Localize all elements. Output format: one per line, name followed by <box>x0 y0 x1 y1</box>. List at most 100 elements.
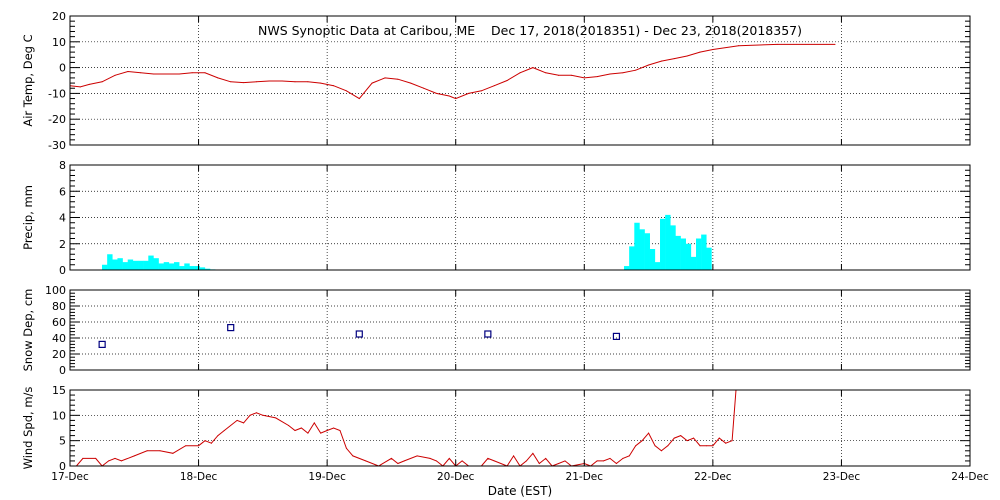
snow-depth-ytick-label: 60 <box>52 316 66 329</box>
wind-speed-point <box>236 419 238 421</box>
air-temp-point <box>660 60 662 62</box>
wind-speed-point <box>429 457 431 459</box>
wind-speed-point <box>397 462 399 464</box>
wind-speed-point <box>673 437 675 439</box>
air-temp-point <box>255 81 257 83</box>
precip-bar <box>624 266 630 270</box>
wind-speed-point <box>699 445 701 447</box>
air-temp-point <box>191 72 193 74</box>
precip-bar <box>158 263 164 270</box>
wind-speed-point <box>538 462 540 464</box>
wind-speed-point <box>532 452 534 454</box>
wind-speed-point <box>159 450 161 452</box>
air-temp-point <box>178 73 180 75</box>
x-tick-label: 17-Dec <box>51 471 89 483</box>
air-temp-point <box>776 43 778 45</box>
x-tick-label: 20-Dec <box>437 471 475 483</box>
air-temp-frame <box>69 15 971 146</box>
precip-bar <box>701 234 707 270</box>
air-temp-point <box>635 69 637 71</box>
wind-speed-point <box>603 460 605 462</box>
air-temp-point <box>545 72 547 74</box>
wind-speed-point <box>262 414 264 416</box>
precip-data <box>102 214 712 270</box>
snow-depth-panel: 0 20 40 60 80 100 Snow Dep, cm <box>21 284 971 377</box>
snow-depth-marker <box>612 332 621 340</box>
precip-bar <box>629 246 635 270</box>
snow-depth-marker <box>227 324 235 332</box>
wind-speed-ytick-label: 0 <box>59 460 66 473</box>
snow-depth-ytick-label: 40 <box>52 332 66 345</box>
air-temp-point <box>558 74 560 76</box>
wind-speed-panel: 0 5 10 15 Wind Spd, m/s <box>21 384 971 473</box>
air-temp-point <box>397 78 399 80</box>
air-temp-ytick-label: 20 <box>52 10 66 23</box>
precip-bar <box>112 259 118 270</box>
wind-speed-point <box>320 432 322 434</box>
wind-speed-point <box>693 437 695 439</box>
snow-depth-ytick-label: 20 <box>52 348 66 361</box>
wind-speed-point <box>365 460 367 462</box>
x-axis: 17-Dec 18-Dec 19-Dec 20-Dec 21-Dec 22-Dec 23-D… <box>51 471 989 483</box>
air-temp-point <box>230 81 232 83</box>
air-temp-point <box>333 85 335 87</box>
wind-speed-point <box>198 445 200 447</box>
air-temp-point <box>281 80 283 82</box>
air-temp-point <box>480 90 482 92</box>
air-temp-point <box>712 49 714 51</box>
wind-speed-point <box>705 445 707 447</box>
wind-speed-point <box>275 417 277 419</box>
precip-bar <box>204 268 211 270</box>
wind-speed-y-axis-title: Wind Spd, m/s <box>21 387 35 470</box>
precip-bar <box>634 222 640 270</box>
precip-bar <box>670 225 676 270</box>
x-tick-label: 19-Dec <box>308 471 346 483</box>
air-temp-point <box>583 77 585 79</box>
air-temp-point <box>834 43 836 45</box>
precip-bar <box>122 262 128 270</box>
precip-bar <box>675 235 681 270</box>
x-tick-label: 23-Dec <box>823 471 861 483</box>
wind-speed-point <box>493 460 495 462</box>
precip-ytick-label: 4 <box>59 212 66 225</box>
wind-speed-point <box>307 432 309 434</box>
wind-speed-point <box>667 445 669 447</box>
precip-bar <box>168 263 175 270</box>
wind-speed-point <box>525 460 527 462</box>
panels: -30 -20 -10 0 10 20 Air Temp, Deg C 0 2 4 6 8 Precip… <box>21 10 971 473</box>
wind-speed-point <box>596 460 598 462</box>
precip-bar <box>163 262 170 270</box>
precip-bar <box>199 267 206 270</box>
wind-speed-point <box>513 455 515 457</box>
air-temp-point <box>79 86 81 88</box>
snow-depth-ytick-label: 100 <box>45 284 66 297</box>
air-temp-point <box>423 87 425 89</box>
air-temp-point <box>622 72 624 74</box>
air-temp-ytick-label: -30 <box>48 139 66 152</box>
air-temp-point <box>468 92 470 94</box>
air-temp-point <box>455 98 457 100</box>
air-temp-point <box>307 81 309 83</box>
wind-speed-point <box>185 445 187 447</box>
air-temp-point <box>519 72 521 74</box>
wind-speed-point <box>210 442 212 444</box>
wind-speed-point <box>345 447 347 449</box>
air-temp-point <box>268 80 270 82</box>
air-temp-point <box>88 83 90 85</box>
air-temp-ytick-label: -20 <box>48 113 66 126</box>
precip-bar <box>654 262 661 270</box>
air-temp-point <box>686 55 688 57</box>
wind-speed-point <box>712 445 714 447</box>
wind-speed-series-line <box>70 390 737 466</box>
wind-speed-point <box>294 430 296 432</box>
wind-speed-point <box>686 440 688 442</box>
air-temp-point <box>384 77 386 79</box>
wind-speed-point <box>435 460 437 462</box>
precip-ytick-label: 8 <box>59 159 66 172</box>
precip-ytick-label: 0 <box>59 264 66 277</box>
wind-speed-ytick-label: 15 <box>52 384 66 397</box>
snow-depth-y-axis-title: Snow Dep, cm <box>21 289 35 372</box>
wind-speed-point <box>416 455 418 457</box>
